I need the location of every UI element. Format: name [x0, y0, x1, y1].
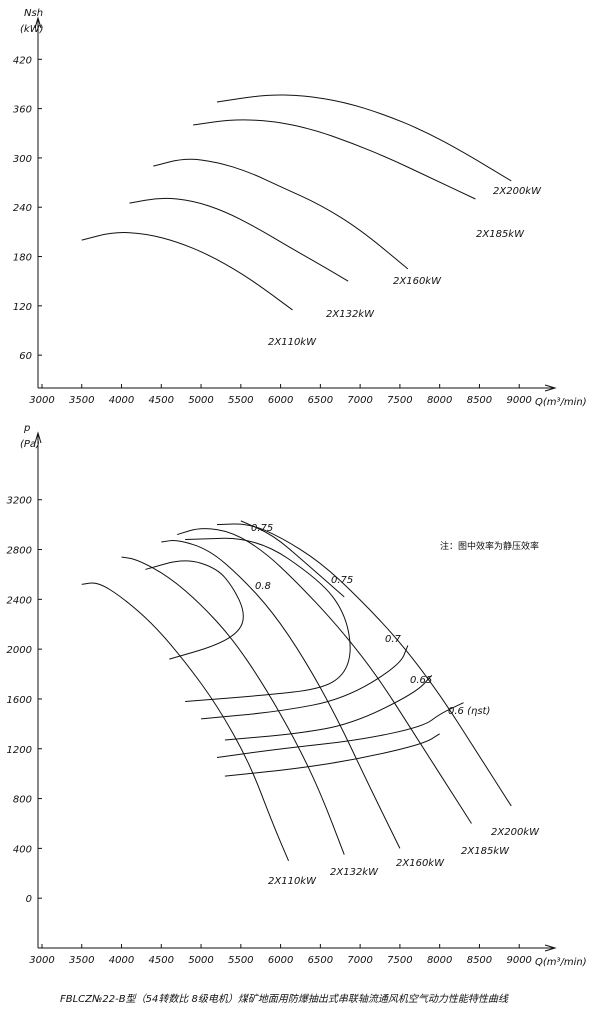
series-curve [153, 158, 409, 270]
x-tick-label: 7500 [387, 955, 412, 966]
y-axis-arrow [34, 431, 42, 444]
y-tick-label: 1200 [7, 745, 32, 756]
series-curve [201, 645, 409, 720]
figure-caption: FBLCZ№22-B型（54转数比 8级电机）煤矿地面用防爆抽出式串联轴流通风机… [60, 994, 508, 1005]
x-tick-label: 8000 [427, 395, 452, 406]
x-tick-label: 7000 [347, 395, 372, 406]
x-axis-arrow [544, 384, 557, 392]
x-tick-label: 5500 [228, 395, 253, 406]
y-axis-label: Nsh [24, 8, 43, 19]
x-tick-label: 8500 [467, 955, 492, 966]
x-tick-label: 9000 [506, 395, 531, 406]
y-tick-label: 3200 [7, 496, 32, 507]
series-curve [224, 733, 440, 777]
series-label: 2X200kW [493, 186, 542, 197]
y-tick-label: 180 [13, 253, 32, 264]
series-label: 2X160kW [393, 276, 442, 287]
y-tick-label: 300 [13, 154, 32, 165]
series-label: 2X200kW [491, 827, 540, 838]
series-label: 0.75 [251, 523, 273, 534]
series-label: 0.6 (ηst) [448, 706, 490, 717]
series-curve [216, 523, 512, 807]
y-tick-label: 360 [13, 105, 32, 116]
x-tick-label: 5000 [188, 955, 213, 966]
y-axis-unit: (Pa) [20, 439, 40, 450]
x-tick-label: 4500 [149, 395, 174, 406]
y-tick-label: 2400 [7, 595, 32, 606]
x-tick-label: 3500 [69, 955, 94, 966]
x-tick-label: 4000 [109, 395, 134, 406]
series-curve [193, 119, 476, 200]
x-tick-label: 7500 [387, 395, 412, 406]
series-label: 0.7 [385, 634, 402, 645]
series-label: 2X185kW [476, 229, 525, 240]
series-curve [129, 197, 349, 282]
series-label: 2X160kW [396, 858, 445, 869]
y-axis-arrow [34, 16, 42, 29]
y-tick-label: 2000 [7, 645, 32, 656]
series-curve [145, 560, 244, 660]
x-axis-label: Q(m³/min) [535, 957, 587, 968]
x-tick-label: 9000 [506, 955, 531, 966]
x-tick-label: 8500 [467, 395, 492, 406]
x-axis-label: Q(m³/min) [535, 397, 587, 408]
x-tick-label: 7000 [347, 955, 372, 966]
series-curve [161, 540, 401, 849]
x-tick-label: 5000 [188, 395, 213, 406]
x-tick-label: 5500 [228, 955, 253, 966]
series-curve [121, 556, 345, 855]
y-tick-label: 240 [13, 203, 32, 214]
series-curve [185, 537, 351, 702]
x-tick-label: 3000 [29, 955, 54, 966]
y-tick-label: 2800 [7, 546, 32, 557]
x-axis-arrow [544, 944, 557, 952]
y-axis-label: p [23, 423, 30, 434]
series-curve [216, 702, 464, 758]
y-tick-label: 1600 [7, 695, 32, 706]
series-label: 2X185kW [461, 846, 510, 857]
series-curve [240, 520, 345, 598]
y-tick-label: 60 [19, 351, 32, 362]
series-label: 2X132kW [326, 309, 375, 320]
series-curve [224, 674, 433, 741]
x-tick-label: 6500 [308, 395, 333, 406]
series-label: 2X110kW [268, 337, 317, 348]
series-label: 2X132kW [330, 867, 379, 878]
y-tick-label: 400 [13, 844, 32, 855]
y-tick-label: 800 [13, 795, 32, 806]
x-tick-label: 4500 [149, 955, 174, 966]
x-tick-label: 3500 [69, 395, 94, 406]
x-tick-label: 6000 [268, 955, 293, 966]
series-label: 0.8 [255, 581, 271, 592]
series-label: 0.75 [331, 575, 353, 586]
series-curve [216, 94, 512, 182]
y-tick-label: 0 [26, 894, 32, 905]
x-tick-label: 6500 [308, 955, 333, 966]
y-axis-unit: (kW) [20, 24, 43, 35]
x-tick-label: 6000 [268, 395, 293, 406]
x-tick-label: 3000 [29, 395, 54, 406]
x-tick-label: 8000 [427, 955, 452, 966]
series-curve [81, 232, 293, 311]
series-label: 0.65 [410, 675, 432, 686]
y-tick-label: 120 [13, 302, 32, 313]
efficiency-note: 注：图中效率为静压效率 [440, 540, 539, 552]
series-label: 2X110kW [268, 876, 317, 887]
y-tick-label: 420 [13, 55, 32, 66]
series-curve [81, 582, 290, 862]
x-tick-label: 4000 [109, 955, 134, 966]
